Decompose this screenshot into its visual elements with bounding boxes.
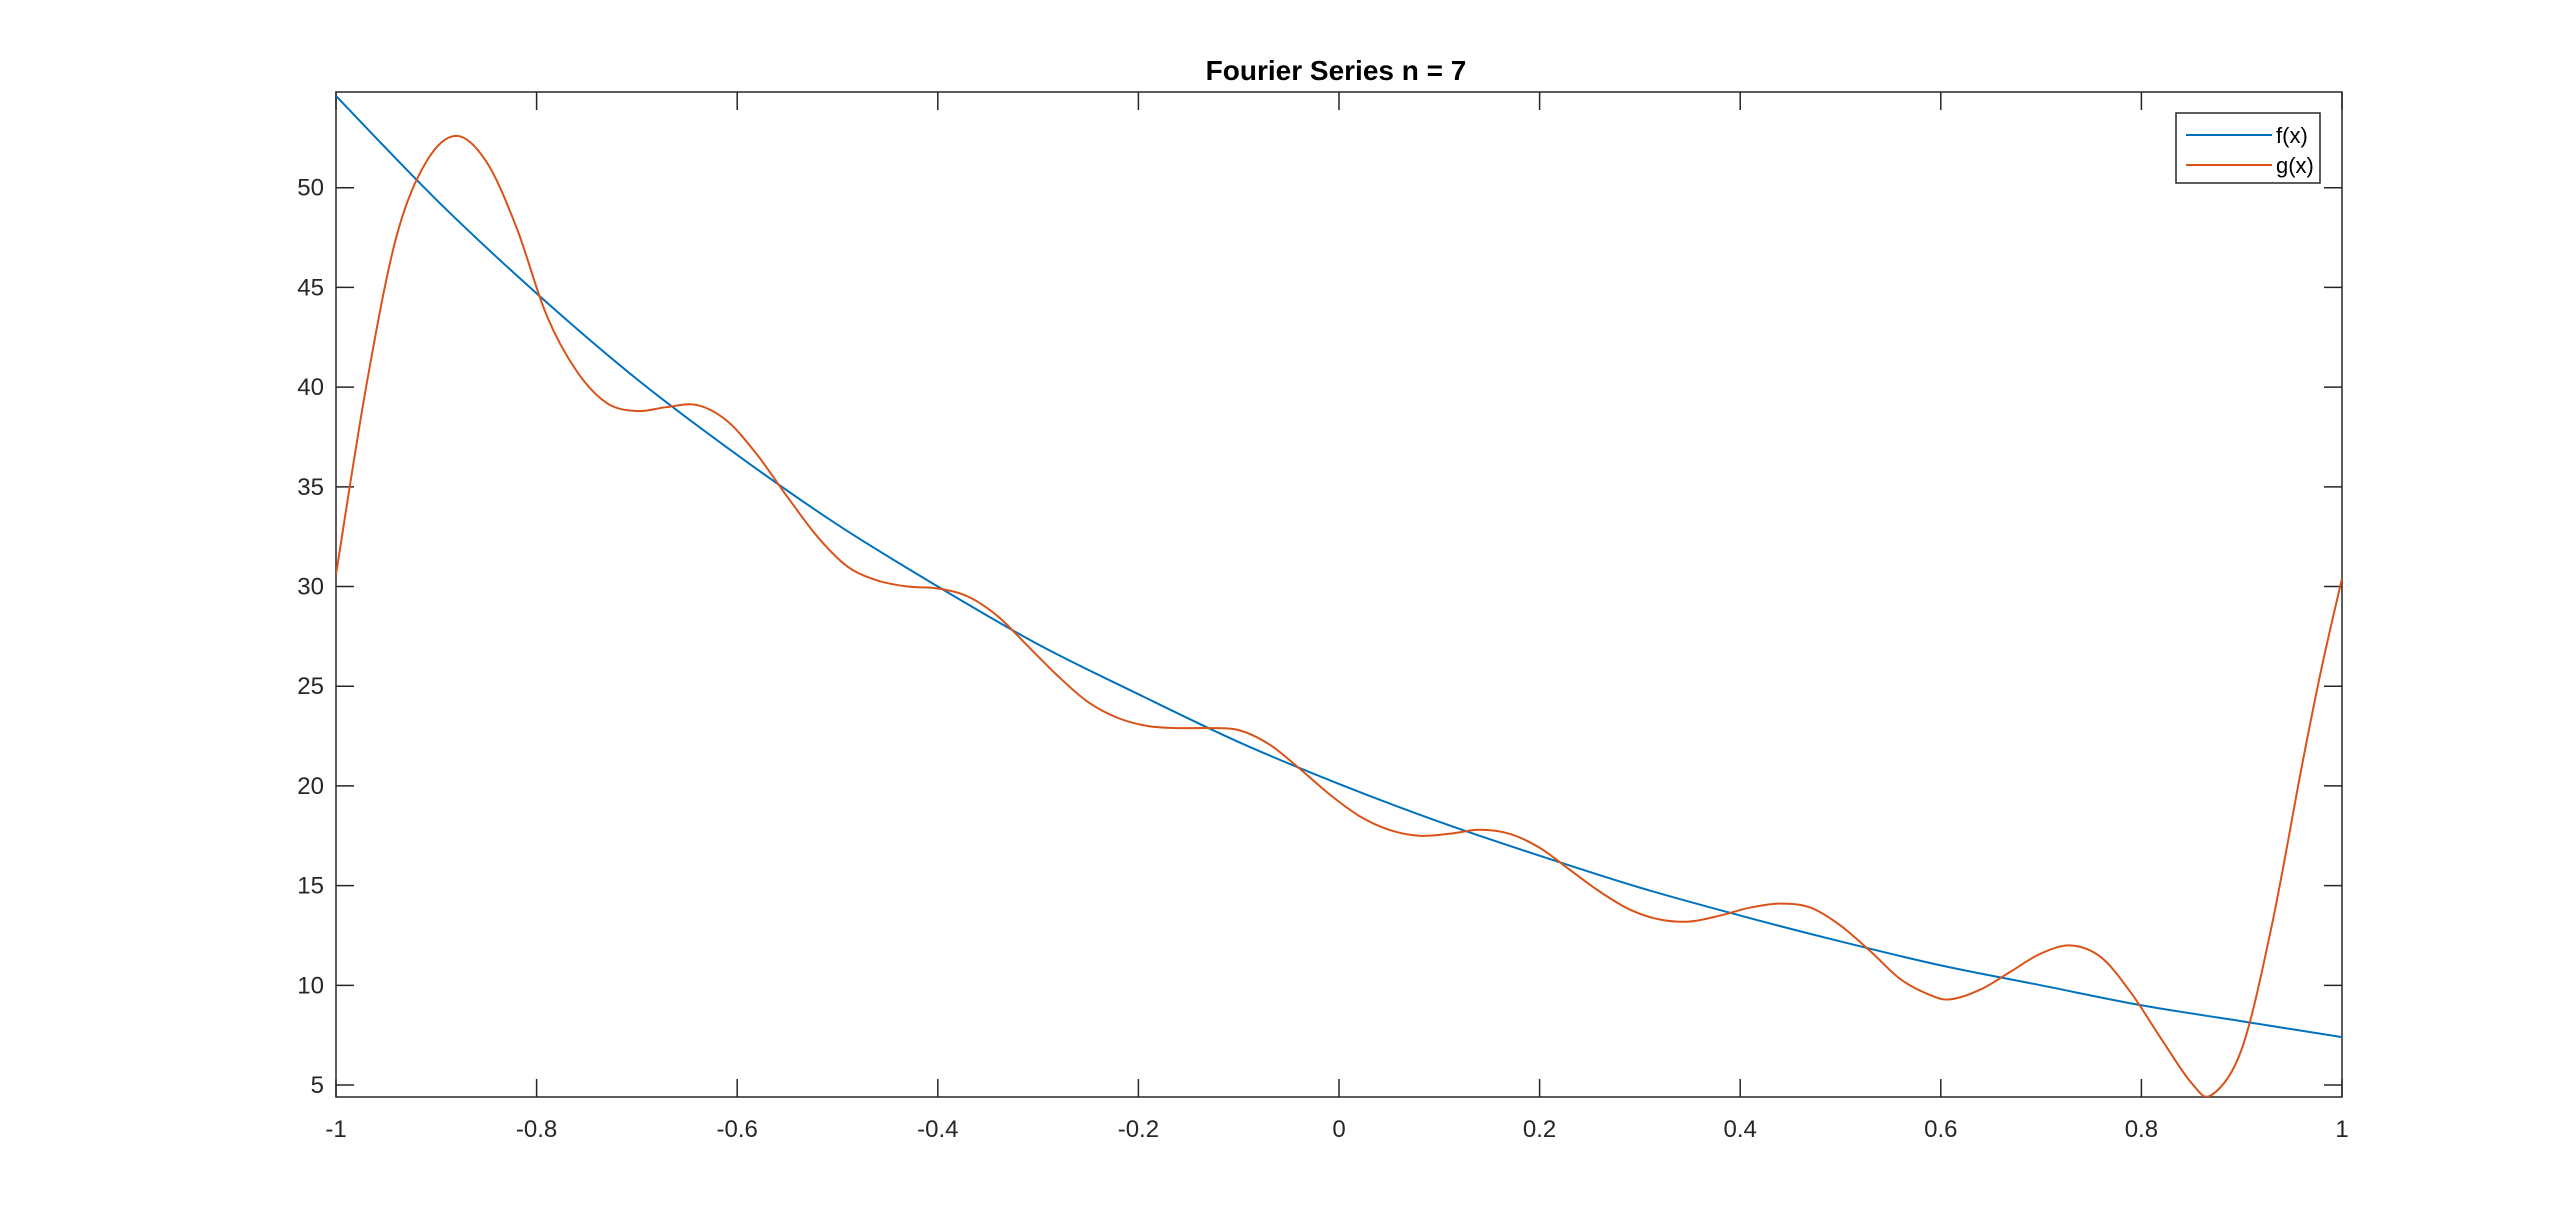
legend[interactable]: f(x) g(x) (2175, 112, 2321, 184)
legend-box (2175, 112, 2321, 184)
y-tick-label: 30 (297, 574, 324, 601)
x-tick-label: 0.6 (1924, 1116, 1957, 1143)
plot-area: -1 -0.8 -0.6 -0.4 -0.2 0 0.2 0.4 0.6 0.8 1 5 10 15 20… (297, 91, 2349, 1143)
series-layer (336, 95, 2342, 1097)
y-tick-label: 15 (297, 873, 324, 900)
x-tick-label: 0.8 (2125, 1116, 2158, 1143)
x-tick-label: -0.2 (1118, 1116, 1159, 1143)
y-axis: 5 10 15 20 25 30 35 40 45 50 (297, 175, 2342, 1099)
y-tick-label: 20 (297, 773, 324, 800)
x-axis: -1 -0.8 -0.6 -0.4 -0.2 0 0.2 0.4 0.6 0.8 1 (325, 92, 2349, 1143)
x-tick-label: -0.8 (516, 1116, 557, 1143)
y-tick-label: 35 (297, 474, 324, 501)
x-tick-label: 0.4 (1724, 1116, 1757, 1143)
x-tick-label: 0 (1332, 1116, 1345, 1143)
y-tick-label: 25 (297, 673, 324, 700)
series-line-g (336, 134, 2342, 1097)
legend-label: g(x) (2276, 153, 2314, 178)
legend-label: f(x) (2276, 123, 2308, 148)
legend-entries: f(x) g(x) (2186, 123, 2314, 178)
y-tick-label: 5 (311, 1072, 324, 1099)
axes-box (335, 91, 2343, 1098)
x-tick-label: 0.2 (1523, 1116, 1556, 1143)
x-tick-label: 1 (2335, 1116, 2348, 1143)
x-tick-label: -0.4 (917, 1116, 958, 1143)
y-tick-label: 40 (297, 374, 324, 401)
x-tick-label: -1 (325, 1116, 346, 1143)
y-tick-label: 45 (297, 274, 324, 301)
chart-title: Fourier Series n = 7 (1206, 55, 1467, 86)
y-tick-label: 50 (297, 175, 324, 202)
x-tick-label: -0.6 (717, 1116, 758, 1143)
y-tick-label: 10 (297, 972, 324, 999)
